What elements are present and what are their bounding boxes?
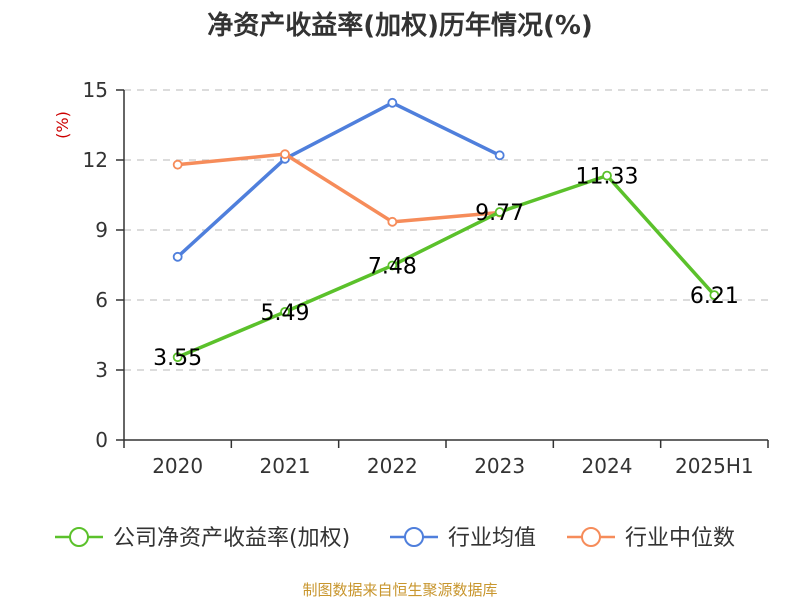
data-point <box>172 251 183 262</box>
x-tick-label: 2023 <box>474 454 525 478</box>
series-lines <box>172 97 720 363</box>
legend-marker <box>69 527 89 547</box>
legend-item: 行业中位数 <box>567 526 735 551</box>
legend-label: 公司净资产收益率(加权) <box>113 526 350 551</box>
data-point <box>280 306 290 317</box>
legend-item: 行业均值 <box>390 526 536 551</box>
data-label: 9.77 <box>475 201 524 226</box>
chart-title: 净资产收益率(加权)历年情况(%) <box>207 10 593 41</box>
y-tick-label: 0 <box>95 428 108 452</box>
legend-marker <box>404 527 424 547</box>
legend: 公司净资产收益率(加权) 行业均值 行业中位数 <box>55 526 735 551</box>
series-line <box>175 173 717 359</box>
x-tick-label: 2025H1 <box>675 454 754 478</box>
series-group <box>172 170 720 363</box>
series-group <box>172 149 505 227</box>
data-label: 7.48 <box>368 254 417 279</box>
y-tick-label: 15 <box>83 78 108 102</box>
y-tick-label: 9 <box>95 218 108 242</box>
data-point <box>387 260 398 271</box>
series-line <box>175 101 502 259</box>
data-point <box>387 97 398 108</box>
data-point <box>172 159 183 170</box>
data-labels: 3.55 5.49 7.48 9.77 11.33 6.21 <box>153 165 739 372</box>
data-point <box>494 207 505 217</box>
legend-label: 行业均值 <box>448 526 536 551</box>
legend-item: 公司净资产收益率(加权) <box>55 526 350 551</box>
data-point <box>280 149 290 160</box>
y-tick-label: 3 <box>95 358 108 382</box>
grid-lines <box>124 89 768 371</box>
axes: 0 3 6 9 12 15 2020 2021 2022 2023 2024 2025H1 <box>83 78 769 478</box>
x-tick-label: 2024 <box>582 454 633 478</box>
y-tick-label: 12 <box>83 148 108 172</box>
series-line <box>175 152 502 224</box>
data-point <box>709 290 720 301</box>
data-point <box>494 150 505 161</box>
y-axis-unit-label: (%) <box>53 111 72 139</box>
data-label: 6.21 <box>690 284 739 309</box>
data-point <box>172 352 183 363</box>
x-tick-label: 2020 <box>152 454 203 478</box>
y-tick-label: 6 <box>95 288 108 312</box>
data-point <box>387 216 398 227</box>
legend-marker <box>581 527 601 547</box>
data-label: 5.49 <box>261 301 310 326</box>
data-point <box>602 170 612 181</box>
data-label: 11.33 <box>576 165 639 190</box>
legend-label: 行业中位数 <box>625 526 735 551</box>
x-tick-label: 2022 <box>367 454 418 478</box>
x-tick-label: 2021 <box>260 454 311 478</box>
data-label: 3.55 <box>153 346 202 371</box>
source-note: 制图数据来自恒生聚源数据库 <box>302 581 497 599</box>
